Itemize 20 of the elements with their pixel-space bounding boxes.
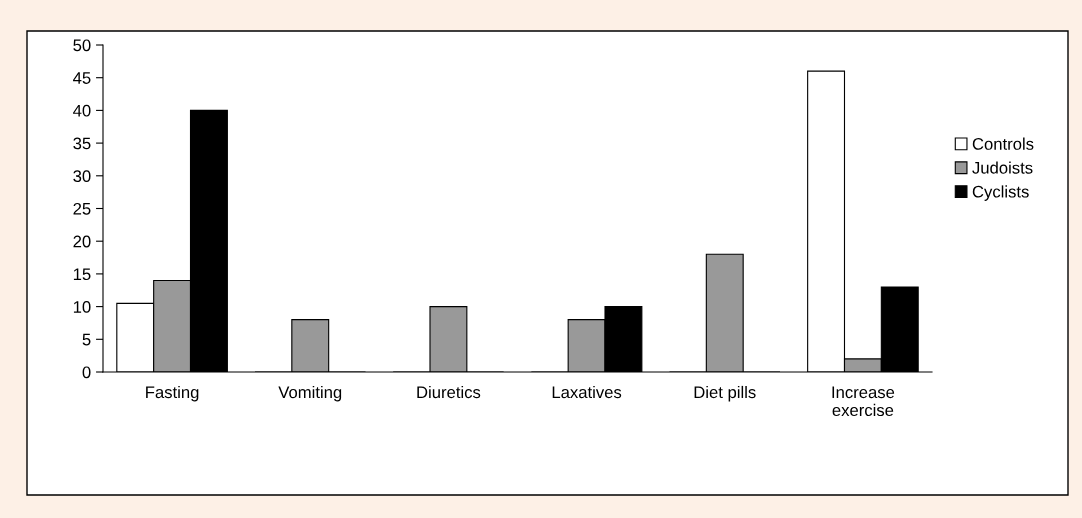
- x-tick-label: Vomiting: [278, 385, 342, 402]
- y-tick-label: 50: [73, 39, 91, 52]
- legend-label: Controls: [972, 137, 1034, 150]
- legend-label: Cyclists: [972, 185, 1029, 201]
- x-tick-label: Diet pills: [694, 385, 756, 402]
- legend-label: Judoists: [972, 161, 1033, 174]
- y-tick-label: 30: [73, 170, 91, 182]
- y-tick-label: 25: [73, 202, 91, 215]
- y-tick-label: 20: [73, 235, 91, 248]
- y-tick-label: 40: [73, 104, 91, 117]
- x-tick-label: Fasting: [146, 385, 199, 402]
- x-tick-label: Diuretics: [417, 385, 481, 399]
- y-tick-label: 45: [73, 72, 91, 84]
- y-tick-label: 0: [82, 366, 91, 379]
- y-tick-label: 15: [73, 268, 91, 281]
- y-tick-label: 35: [73, 137, 91, 150]
- y-tick-label: 10: [73, 301, 91, 313]
- y-tick-label: 5: [82, 333, 91, 346]
- x-tick-label: Laxatives: [552, 385, 622, 399]
- x-tick-label: Increase exercise: [832, 386, 895, 417]
